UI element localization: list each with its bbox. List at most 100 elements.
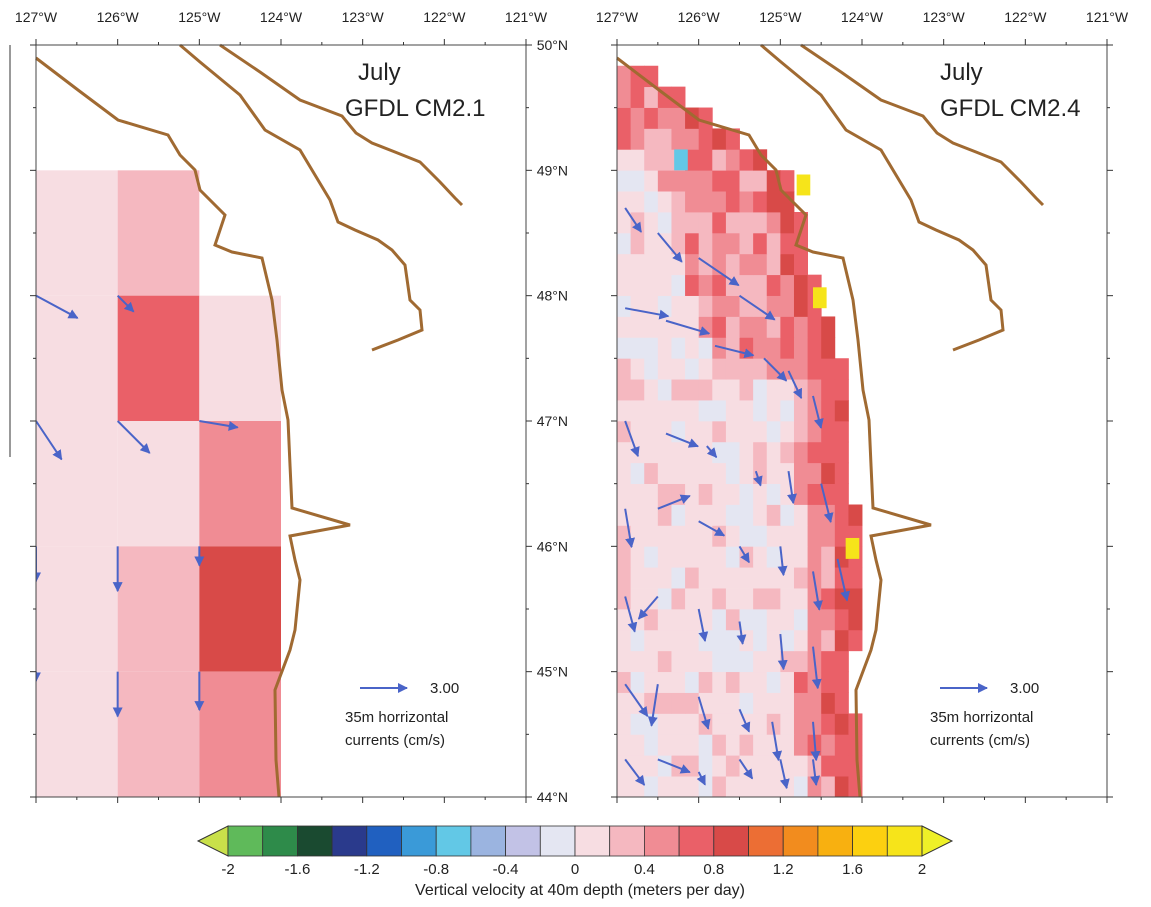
heatmap-cell — [685, 546, 700, 568]
heatmap-cell — [630, 191, 645, 213]
heatmap-cell — [821, 692, 836, 714]
heatmap-cell — [807, 379, 822, 401]
heatmap-cell — [725, 316, 740, 338]
heatmap-cell — [698, 128, 713, 150]
heatmap-cell — [712, 483, 727, 505]
heatmap-cell — [644, 316, 659, 338]
heatmap-cell — [644, 191, 659, 213]
lon-label: 127°W — [596, 9, 639, 25]
panel-right: 127°W 126°W 125°W 124°W 123°W 122°W 121°W 50°N 4… — [537, 9, 1129, 805]
heatmap-cell — [617, 734, 632, 756]
heatmap-cell — [630, 400, 645, 422]
lon-label: 122°W — [423, 9, 466, 25]
heatmap-cell — [848, 567, 863, 589]
heatmap-cell — [725, 128, 740, 150]
heatmap-cell — [766, 567, 781, 589]
heatmap-cell — [780, 671, 795, 693]
strait-left — [219, 43, 464, 207]
lon-label: 126°W — [678, 9, 721, 25]
heatmap-cell — [630, 337, 645, 359]
current-vector — [810, 759, 821, 786]
lon-label: 121°W — [505, 9, 548, 25]
heatmap-cell — [753, 713, 768, 735]
colorbar-bin — [296, 825, 333, 857]
heatmap-cell — [657, 629, 672, 652]
heatmap-cell — [712, 755, 727, 777]
heatmap-cell — [753, 316, 768, 338]
heatmap-cell — [36, 671, 118, 797]
heatmap-cell — [685, 295, 700, 317]
heatmap-cell — [644, 504, 659, 526]
heatmap-cell — [725, 441, 740, 464]
heatmap-cell — [698, 567, 713, 589]
heatmap-cell — [725, 650, 740, 673]
heatmap-cell — [199, 421, 281, 547]
colorbar-bin — [505, 825, 541, 857]
current-vector — [637, 595, 659, 620]
heatmap-cell — [780, 337, 795, 359]
heatmap-cell — [821, 420, 836, 443]
heatmap-cell — [657, 608, 672, 631]
heatmap-cell — [753, 483, 768, 505]
heatmap-cell — [617, 253, 632, 276]
heatmap-cell — [657, 441, 672, 464]
heatmap-cell — [753, 671, 768, 693]
current-vector — [738, 294, 776, 321]
current-vectors-right — [624, 207, 850, 790]
heatmap-cell — [671, 629, 686, 652]
heatmap-cell — [685, 316, 700, 338]
heatmap-cell — [766, 274, 781, 296]
heatmap-cell — [834, 420, 849, 443]
heatmap-cell — [657, 755, 672, 777]
heatmap-cell — [807, 483, 822, 505]
heatmap-cell — [617, 441, 632, 464]
heatmap-cell — [766, 608, 781, 631]
colorbar-tick-label: 2 — [918, 861, 926, 878]
panel-model-right: GFDL CM2.4 — [940, 95, 1080, 122]
heatmap-cell — [657, 588, 672, 610]
heatmap-cell — [712, 776, 727, 797]
current-vector — [657, 494, 691, 510]
heatmap-cell — [821, 525, 836, 547]
heatmap-cell — [712, 149, 727, 171]
heatmap-cell — [671, 525, 686, 547]
heatmap-cell — [712, 608, 727, 631]
heatmap-cell — [753, 629, 768, 652]
reference-label-left-1: 35m horrizontal — [345, 709, 448, 726]
heatmap-cell — [671, 379, 686, 401]
colorbar-bin — [539, 825, 576, 857]
current-vector — [779, 759, 790, 790]
heatmap-cell — [725, 149, 740, 171]
heatmap-cell — [821, 546, 836, 568]
heatmap-cell — [685, 232, 700, 255]
heatmap-cell — [739, 170, 754, 192]
heatmap-cell — [712, 232, 727, 255]
heatmap-cell — [834, 608, 849, 631]
heatmap-cell — [807, 316, 822, 338]
puget-sound-right — [760, 43, 1005, 352]
heatmap-cell — [807, 462, 822, 485]
axis-ticks-left: 127°W 126°W 125°W 124°W 123°W 122°W 121°W — [15, 9, 548, 803]
current-vector — [738, 545, 750, 564]
lon-label: 126°W — [97, 9, 140, 25]
heatmap-cell — [725, 400, 740, 422]
reference-label-left-2: currents (cm/s) — [345, 732, 445, 749]
heatmap-cell — [617, 755, 632, 777]
heatmap-cell — [793, 316, 808, 338]
heatmap-cell — [712, 170, 727, 192]
heatmap-cell — [685, 504, 700, 526]
heatmap-cell — [657, 567, 672, 589]
heatmap-cell — [739, 462, 754, 485]
heatmap-cell — [685, 525, 700, 547]
heatmap-cell — [685, 734, 700, 756]
heatmap-cell — [617, 379, 632, 401]
heatmap-cell — [712, 191, 727, 213]
heatmap-cell — [712, 400, 727, 422]
panel-month-left: July — [358, 59, 401, 86]
heatmap-cell — [807, 504, 822, 526]
heatmap-cell — [739, 211, 754, 234]
heatmap-cell — [834, 692, 849, 714]
heatmap-cell — [698, 504, 713, 526]
current-vector — [753, 470, 763, 487]
heatmap-cell — [617, 588, 632, 610]
